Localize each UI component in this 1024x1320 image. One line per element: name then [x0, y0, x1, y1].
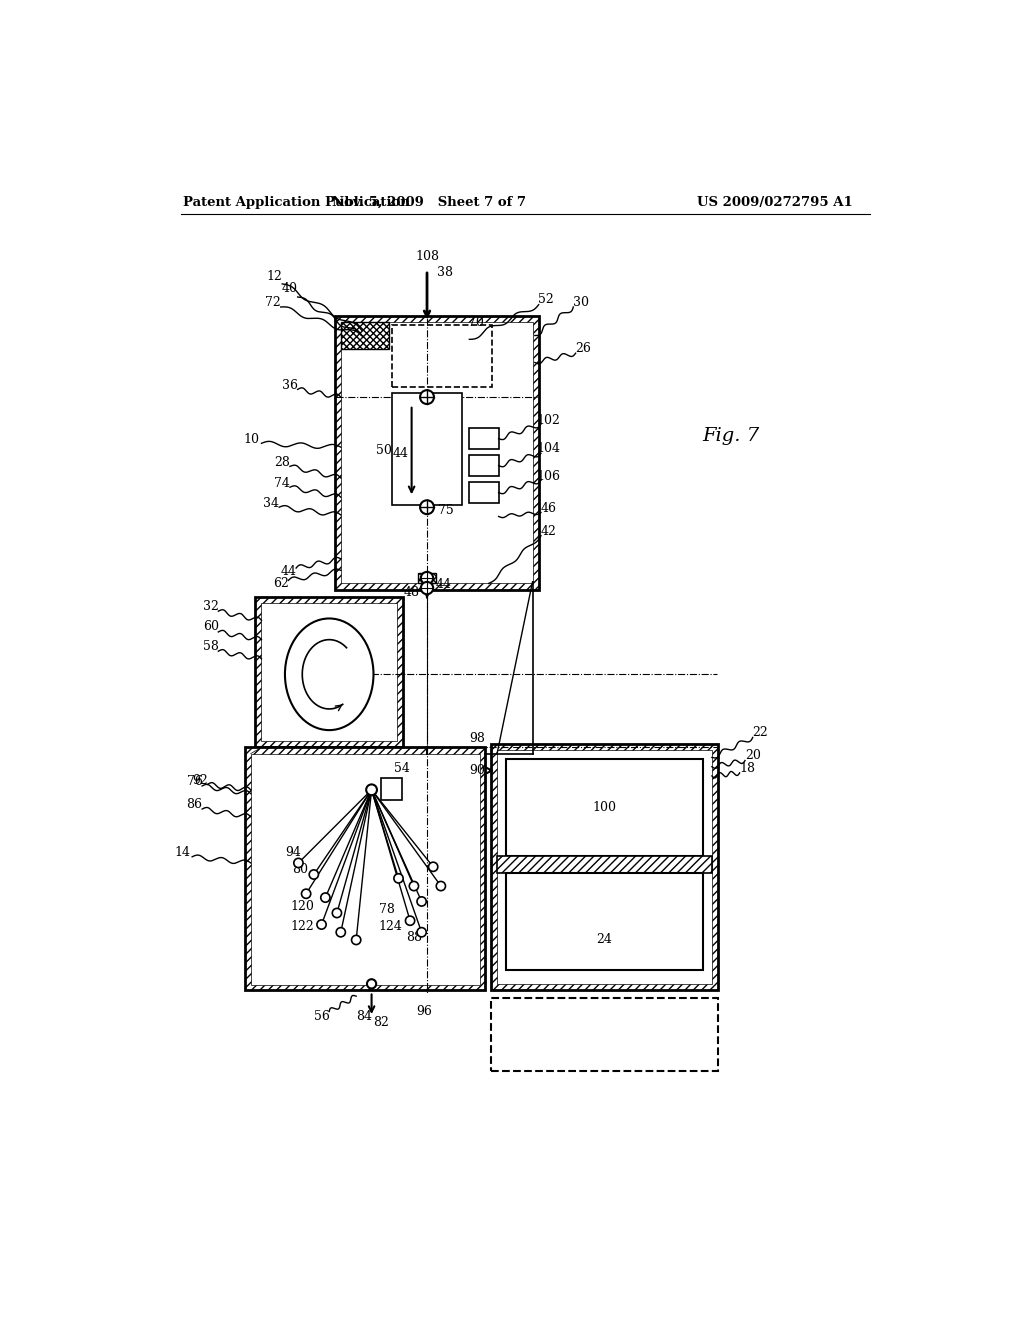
- Text: 44: 44: [436, 578, 452, 591]
- Text: 20: 20: [744, 748, 761, 762]
- Circle shape: [394, 874, 403, 883]
- Text: 88: 88: [406, 931, 422, 944]
- Bar: [497, 750, 712, 983]
- Bar: [335, 317, 539, 590]
- Text: 72: 72: [265, 296, 281, 309]
- Text: 102: 102: [537, 413, 560, 426]
- Text: 12: 12: [266, 269, 283, 282]
- Text: 32: 32: [203, 601, 218, 612]
- Circle shape: [333, 908, 342, 917]
- Circle shape: [429, 862, 438, 871]
- Text: 60: 60: [203, 620, 219, 634]
- Bar: [341, 322, 532, 583]
- Text: Patent Application Publication: Patent Application Publication: [183, 195, 410, 209]
- Circle shape: [421, 582, 433, 594]
- Bar: [497, 857, 712, 873]
- Text: 30: 30: [573, 296, 589, 309]
- Ellipse shape: [285, 619, 374, 730]
- Circle shape: [336, 928, 345, 937]
- Text: 80: 80: [292, 862, 308, 875]
- Bar: [261, 603, 397, 742]
- Circle shape: [420, 500, 434, 513]
- Text: 76: 76: [186, 775, 203, 788]
- Text: 108: 108: [415, 251, 439, 264]
- Circle shape: [417, 928, 426, 937]
- Bar: [490, 743, 718, 990]
- Circle shape: [316, 920, 326, 929]
- Circle shape: [436, 882, 445, 891]
- Bar: [341, 322, 388, 350]
- Text: 48: 48: [403, 586, 420, 599]
- Text: 34: 34: [263, 496, 280, 510]
- Bar: [392, 393, 462, 506]
- Text: 94: 94: [285, 846, 301, 859]
- Text: 70: 70: [468, 315, 483, 329]
- Text: 104: 104: [537, 442, 561, 455]
- Bar: [469, 428, 499, 449]
- Bar: [392, 326, 493, 387]
- Bar: [245, 747, 484, 990]
- Circle shape: [321, 892, 330, 903]
- Text: 40: 40: [282, 282, 298, 296]
- Text: 100: 100: [592, 801, 616, 814]
- Text: 10: 10: [244, 433, 259, 446]
- Text: 96: 96: [416, 1005, 432, 1018]
- Text: 18: 18: [739, 762, 756, 775]
- Text: 98: 98: [469, 731, 485, 744]
- Circle shape: [421, 572, 433, 585]
- Text: 44: 44: [393, 446, 409, 459]
- Text: 86: 86: [186, 797, 203, 810]
- Text: Nov. 5, 2009   Sheet 7 of 7: Nov. 5, 2009 Sheet 7 of 7: [332, 195, 525, 209]
- Text: 24: 24: [596, 933, 612, 946]
- Circle shape: [417, 896, 426, 906]
- Text: 124: 124: [379, 920, 402, 933]
- Bar: [490, 998, 718, 1071]
- Text: 75: 75: [438, 504, 454, 517]
- Bar: [251, 754, 480, 985]
- Circle shape: [410, 882, 419, 891]
- Circle shape: [420, 391, 434, 404]
- Circle shape: [301, 890, 310, 899]
- Text: 26: 26: [575, 342, 591, 355]
- Text: 122: 122: [291, 920, 314, 933]
- Text: 56: 56: [313, 1010, 330, 1023]
- Circle shape: [351, 936, 360, 945]
- Text: 44: 44: [281, 565, 296, 578]
- Text: 74: 74: [274, 477, 290, 490]
- Text: US 2009/0272795 A1: US 2009/0272795 A1: [696, 195, 852, 209]
- Bar: [381, 779, 402, 800]
- Circle shape: [367, 784, 377, 795]
- Text: 52: 52: [539, 293, 554, 306]
- Text: Fig. 7: Fig. 7: [702, 426, 760, 445]
- Text: 82: 82: [373, 1016, 389, 1028]
- Text: 50: 50: [376, 445, 392, 458]
- Text: 46: 46: [541, 502, 557, 515]
- Bar: [506, 873, 702, 970]
- Text: 58: 58: [203, 640, 218, 653]
- Text: 36: 36: [282, 379, 298, 392]
- Text: 22: 22: [753, 726, 768, 739]
- Text: 62: 62: [272, 577, 289, 590]
- Text: 120: 120: [291, 900, 314, 913]
- Circle shape: [367, 979, 376, 989]
- Text: 106: 106: [537, 470, 561, 483]
- Circle shape: [294, 858, 303, 867]
- Bar: [506, 759, 702, 857]
- Text: 28: 28: [274, 455, 290, 469]
- Circle shape: [406, 916, 415, 925]
- Bar: [469, 482, 499, 503]
- Text: 42: 42: [541, 525, 557, 539]
- Text: 84: 84: [356, 1010, 372, 1023]
- Text: 38: 38: [436, 265, 453, 279]
- Text: 92: 92: [191, 774, 208, 787]
- Text: 54: 54: [394, 762, 411, 775]
- Bar: [418, 573, 436, 583]
- Bar: [469, 455, 499, 477]
- Text: 90: 90: [469, 764, 485, 777]
- Text: 78: 78: [379, 903, 395, 916]
- Text: 14: 14: [175, 846, 190, 859]
- Bar: [255, 597, 403, 747]
- Circle shape: [309, 870, 318, 879]
